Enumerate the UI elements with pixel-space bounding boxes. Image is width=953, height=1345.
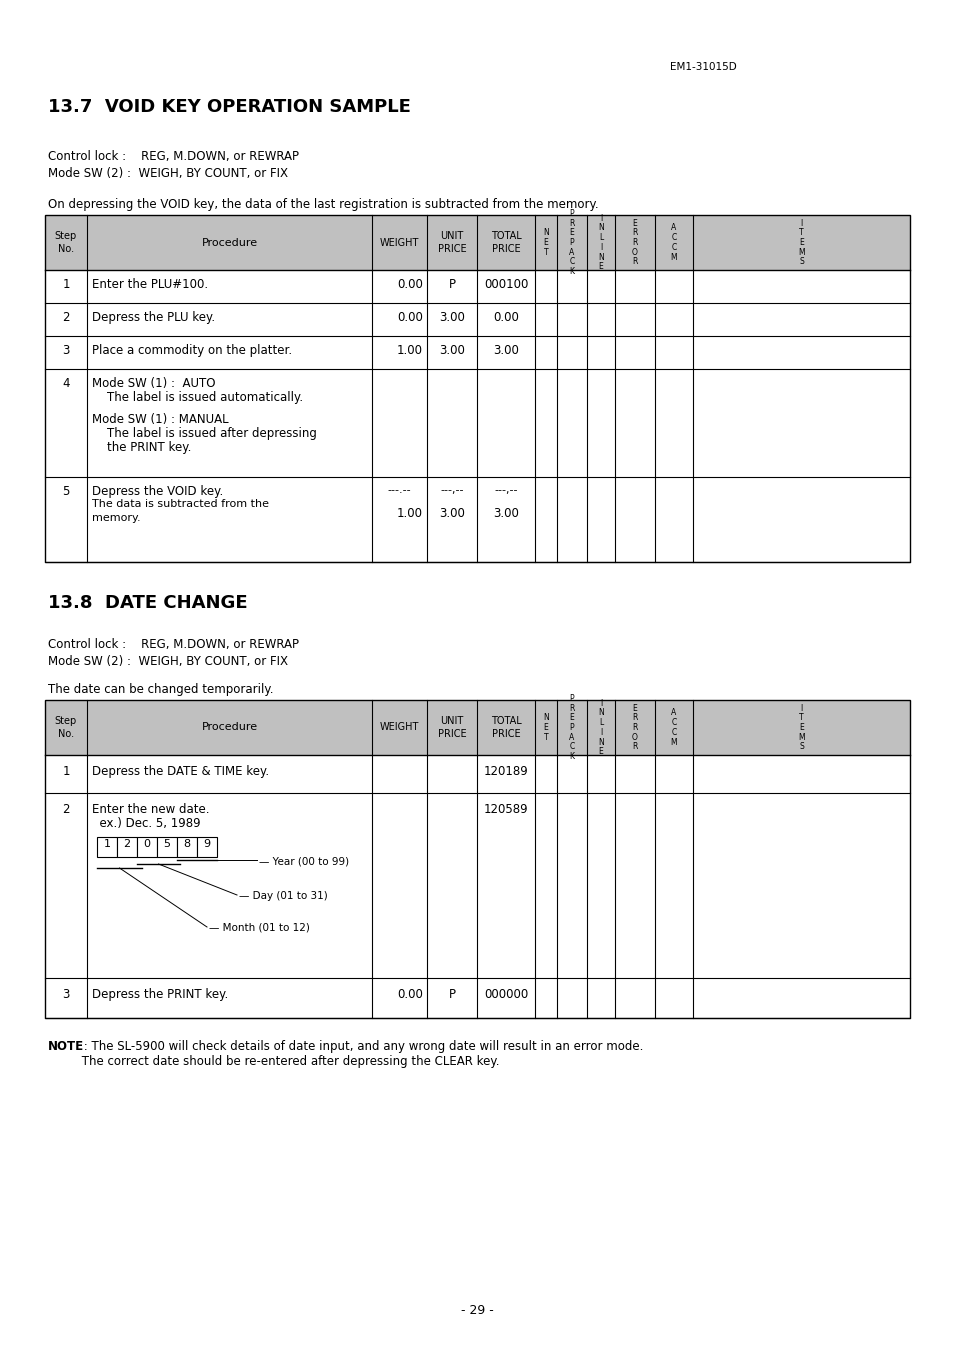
Text: I
N
L
I
N
E: I N L I N E (598, 699, 603, 756)
Text: 0.00: 0.00 (396, 278, 422, 291)
Text: 1: 1 (62, 278, 70, 291)
Text: 3.00: 3.00 (493, 344, 518, 356)
Text: E
R
R
O
R: E R R O R (632, 703, 638, 752)
Text: — Month (01 to 12): — Month (01 to 12) (209, 923, 310, 933)
Text: 1.00: 1.00 (396, 507, 422, 521)
Text: Enter the new date.: Enter the new date. (91, 803, 210, 816)
Text: Depress the DATE & TIME key.: Depress the DATE & TIME key. (91, 765, 269, 777)
Text: 5: 5 (62, 486, 70, 498)
Text: 9: 9 (203, 839, 211, 849)
Text: ---.--: ---.-- (387, 486, 411, 495)
Text: 8: 8 (183, 839, 191, 849)
Text: The label is issued automatically.: The label is issued automatically. (91, 391, 303, 404)
Text: P: P (448, 278, 455, 291)
Bar (196, 837, 216, 857)
Text: Depress the PRINT key.: Depress the PRINT key. (91, 989, 228, 1001)
Text: 4: 4 (62, 377, 70, 390)
Text: The date can be changed temporarily.: The date can be changed temporarily. (48, 683, 274, 695)
Text: Mode SW (1) :  AUTO: Mode SW (1) : AUTO (91, 377, 215, 390)
Text: 2: 2 (62, 803, 70, 816)
Text: ---,--: ---,-- (439, 486, 463, 495)
Bar (45, 699, 909, 755)
Bar (137, 837, 157, 857)
Text: UNIT
PRICE: UNIT PRICE (437, 717, 466, 738)
Text: Mode SW (1) : MANUAL: Mode SW (1) : MANUAL (91, 413, 229, 426)
Text: Step
No.: Step No. (55, 231, 77, 254)
Text: The correct date should be re-entered after depressing the CLEAR key.: The correct date should be re-entered af… (48, 1054, 499, 1068)
Text: The data is subtracted from the: The data is subtracted from the (91, 499, 269, 508)
Text: 120189: 120189 (483, 765, 528, 777)
Text: ex.) Dec. 5, 1989: ex.) Dec. 5, 1989 (91, 816, 200, 830)
Text: Control lock :    REG, M.DOWN, or REWRAP: Control lock : REG, M.DOWN, or REWRAP (48, 151, 298, 163)
Text: 5: 5 (163, 839, 171, 849)
Text: The label is issued after depressing: The label is issued after depressing (91, 426, 316, 440)
Text: Enter the PLU#100.: Enter the PLU#100. (91, 278, 208, 291)
Text: 13.8  DATE CHANGE: 13.8 DATE CHANGE (48, 594, 248, 612)
Text: — Day (01 to 31): — Day (01 to 31) (239, 890, 328, 901)
Text: 1: 1 (62, 765, 70, 777)
Text: 1: 1 (103, 839, 111, 849)
Text: 3: 3 (62, 344, 70, 356)
Text: — Year (00 to 99): — Year (00 to 99) (258, 855, 349, 866)
Text: 2: 2 (62, 311, 70, 324)
Text: Place a commodity on the platter.: Place a commodity on the platter. (91, 344, 292, 356)
Text: N
E
T: N E T (542, 229, 548, 257)
Text: 0.00: 0.00 (396, 311, 422, 324)
Text: TOTAL
PRICE: TOTAL PRICE (490, 717, 521, 738)
Text: 13.7  VOID KEY OPERATION SAMPLE: 13.7 VOID KEY OPERATION SAMPLE (48, 98, 411, 116)
Text: 0.00: 0.00 (396, 989, 422, 1001)
Text: WEIGHT: WEIGHT (379, 722, 418, 733)
Text: EM1-31015D: EM1-31015D (669, 62, 736, 73)
Text: the PRINT key.: the PRINT key. (91, 441, 192, 455)
Text: E
R
R
O
R: E R R O R (632, 219, 638, 266)
Text: - 29 -: - 29 - (460, 1305, 493, 1317)
Text: Mode SW (2) :  WEIGH, BY COUNT, or FIX: Mode SW (2) : WEIGH, BY COUNT, or FIX (48, 167, 288, 180)
Text: 120589: 120589 (483, 803, 528, 816)
Text: Mode SW (2) :  WEIGH, BY COUNT, or FIX: Mode SW (2) : WEIGH, BY COUNT, or FIX (48, 655, 288, 668)
Text: I
N
L
I
N
E: I N L I N E (598, 214, 603, 272)
Text: Procedure: Procedure (201, 722, 257, 733)
Text: 3.00: 3.00 (438, 311, 464, 324)
Text: UNIT
PRICE: UNIT PRICE (437, 231, 466, 254)
Text: 3: 3 (62, 989, 70, 1001)
Text: 000100: 000100 (483, 278, 528, 291)
Text: Depress the PLU key.: Depress the PLU key. (91, 311, 214, 324)
Bar (97, 837, 117, 857)
Text: I
T
E
M
S: I T E M S (798, 219, 804, 266)
Text: Depress the VOID key.: Depress the VOID key. (91, 486, 223, 498)
Text: : The SL-5900 will check details of date input, and any wrong date will result i: : The SL-5900 will check details of date… (80, 1040, 642, 1053)
Text: P
R
E
P
A
C
K: P R E P A C K (569, 208, 574, 276)
Text: 0.00: 0.00 (493, 311, 518, 324)
Text: 3.00: 3.00 (438, 507, 464, 521)
Text: 1.00: 1.00 (396, 344, 422, 356)
Bar (45, 215, 909, 562)
Text: WEIGHT: WEIGHT (379, 238, 418, 247)
Text: N
E
T: N E T (542, 713, 548, 741)
Bar (177, 837, 196, 857)
Text: P: P (448, 989, 455, 1001)
Text: ---,--: ---,-- (494, 486, 517, 495)
Text: I
T
E
M
S: I T E M S (798, 703, 804, 752)
Text: 0: 0 (143, 839, 151, 849)
Text: On depressing the VOID key, the data of the last registration is subtracted from: On depressing the VOID key, the data of … (48, 198, 598, 211)
Text: A
C
C
M: A C C M (670, 223, 677, 261)
Text: memory.: memory. (91, 512, 140, 523)
Text: 2: 2 (123, 839, 131, 849)
Bar (157, 837, 177, 857)
Text: P
R
E
P
A
C
K: P R E P A C K (569, 694, 574, 761)
Text: A
C
C
M: A C C M (670, 709, 677, 746)
Text: Control lock :    REG, M.DOWN, or REWRAP: Control lock : REG, M.DOWN, or REWRAP (48, 638, 298, 651)
Text: Procedure: Procedure (201, 238, 257, 247)
Text: 3.00: 3.00 (438, 344, 464, 356)
Text: 3.00: 3.00 (493, 507, 518, 521)
Bar (117, 837, 137, 857)
Text: 000000: 000000 (483, 989, 528, 1001)
Text: Step
No.: Step No. (55, 717, 77, 738)
Bar (45, 215, 909, 270)
Bar (45, 699, 909, 1018)
Text: NOTE: NOTE (48, 1040, 84, 1053)
Text: TOTAL
PRICE: TOTAL PRICE (490, 231, 521, 254)
